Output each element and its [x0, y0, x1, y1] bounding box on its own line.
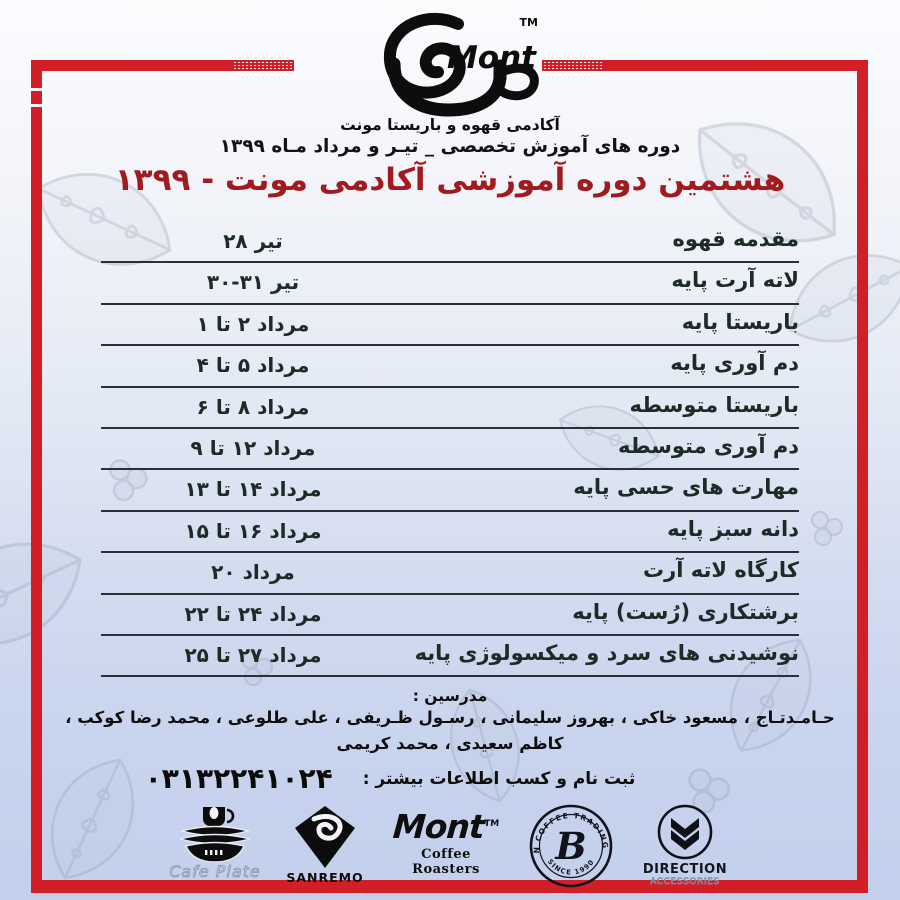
table-row: کارگاه لاته آرت ۲۰ مرداد	[101, 553, 799, 595]
sanremo-diamond-icon	[295, 806, 355, 868]
sanremo-subtitle: COFFEE MACHINES	[291, 887, 359, 893]
course-name: دم آوری متوسطه	[618, 433, 799, 458]
course-schedule-table: مقدمه قهوه ۲۸ تیر لاته آرت پایه ۳۰-۳۱ تیر …	[101, 222, 799, 678]
frame-notch	[31, 88, 42, 91]
mont-tm-mark: TM	[483, 819, 500, 829]
course-date: ۳۰-۳۱ تیر	[206, 270, 300, 295]
course-name: مقدمه قهوه	[672, 227, 799, 251]
instructors-heading: مدرسین :	[412, 687, 488, 705]
academy-name: آکادمی قهوه و باریستا مونت	[340, 116, 560, 134]
table-row: دانه سبز پایه ۱۵ تا ۱۶ مرداد	[101, 512, 799, 554]
course-name: باریستا متوسطه	[629, 392, 799, 417]
bon-coffee-stamp-logo: BON COFFEE TRADING CO • SINCE 1990 • B	[529, 804, 613, 888]
course-date: ۴ تا ۵ مرداد	[196, 353, 310, 378]
course-name: کارگاه لاته آرت	[643, 558, 799, 583]
cafe-plate-caption: Cafe Plate	[169, 862, 261, 881]
course-date: ۲۲ تا ۲۴ مرداد	[184, 601, 322, 626]
instructors-line-1: حـامـدتـاج ، مسعود خاکی ، بهروز سلیمانی …	[65, 708, 835, 727]
poster-title: هشتمین دوره آموزشی آکادمی مونت - ۱۳۹۹	[114, 162, 786, 198]
frame-right-bar	[857, 60, 868, 893]
mont-roasters-wordmark: MontTM	[391, 807, 500, 846]
course-name: لاته آرت پایه	[671, 268, 799, 293]
bon-stamp-icon	[529, 804, 613, 888]
course-name: نوشیدنی های سرد و میکسولوژی پایه	[414, 640, 799, 665]
table-row: باریستا پایه ۱ تا ۲ مرداد	[101, 305, 799, 347]
sponsor-logos-row: Cafe Plate SANREMO COFFEE MACHINES MontT…	[0, 804, 900, 896]
instructors-line-2: کاظم سعیدی ، محمد کریمی	[336, 734, 564, 753]
frame-top-right-bar	[604, 60, 868, 71]
course-date: ۱۳ تا ۱۴ مرداد	[184, 477, 322, 502]
bon-letter: B	[554, 824, 586, 868]
poster-subtitle: دوره های آموزش تخصصی _ تیـر و مرداد مـاه…	[219, 136, 681, 157]
table-row: نوشیدنی های سرد و میکسولوژی پایه ۲۵ تا ۲۷ م…	[101, 636, 799, 678]
table-row: دم آوری متوسطه ۹ تا ۱۲ مرداد	[101, 429, 799, 471]
course-name: دانه سبز پایه	[667, 516, 799, 541]
course-date: ۱۵ تا ۱۶ مرداد	[184, 518, 322, 543]
logo-tm-mark: TM	[520, 16, 538, 29]
sanremo-name: SANREMO	[287, 870, 363, 885]
course-name: برشتکاری (رُست) پایه	[572, 599, 799, 624]
direction-accessories-logo: DIRECTION ACCESSORIES	[643, 804, 727, 887]
course-date: ۹ تا ۱۲ مرداد	[190, 435, 316, 460]
mont-roasters-logo: MontTM Coffee Roasters	[387, 804, 505, 877]
coffee-cup-swirl-icon	[383, 12, 539, 117]
frame-top-grunge-right	[542, 60, 604, 71]
mont-roasters-subtitle: Coffee Roasters	[412, 847, 480, 877]
course-date: ۲۵ تا ۲۷ مرداد	[184, 642, 322, 667]
registration-row: ثبت نام و کسب اطلاعات بیشتر : ۰۳۱۳۲۲۴۱۰۲…	[0, 762, 780, 795]
course-name: باریستا پایه	[681, 309, 799, 334]
double-chevron-down-icon	[657, 804, 713, 860]
phone-number: ۰۳۱۳۲۲۴۱۰۲۴	[144, 762, 333, 795]
course-date: ۱ تا ۲ مرداد	[196, 311, 310, 336]
direction-name: DIRECTION	[643, 862, 727, 877]
frame-left-bar	[31, 60, 42, 893]
direction-subtitle: ACCESSORIES	[650, 877, 720, 887]
table-row: برشتکاری (رُست) پایه ۲۲ تا ۲۴ مرداد	[101, 595, 799, 636]
sanremo-logo: SANREMO COFFEE MACHINES	[287, 806, 363, 893]
course-date: ۶ تا ۸ مرداد	[196, 394, 310, 419]
course-date: ۲۰ مرداد	[211, 560, 295, 585]
logo-wordmark: Mont	[447, 40, 537, 76]
course-date: ۲۸ تیر	[223, 229, 283, 253]
table-row: باریستا متوسطه ۶ تا ۸ مرداد	[101, 388, 799, 429]
table-row: مهارت های حسی پایه ۱۳ تا ۱۴ مرداد	[101, 470, 799, 512]
table-row: لاته آرت پایه ۳۰-۳۱ تیر	[101, 263, 799, 305]
course-name: مهارت های حسی پایه	[573, 475, 799, 500]
cafe-plate-logo: Cafe Plate	[169, 807, 261, 881]
registration-label: ثبت نام و کسب اطلاعات بیشتر :	[362, 768, 636, 789]
frame-top-grunge-left	[232, 60, 294, 71]
table-row: مقدمه قهوه ۲۸ تیر	[101, 222, 799, 264]
table-row: دم آوری پایه ۴ تا ۵ مرداد	[101, 346, 799, 388]
frame-top-left-bar	[31, 60, 232, 71]
mont-academy-logo: TM Mont	[383, 12, 539, 117]
frame-bottom-bar	[31, 880, 868, 893]
frame-notch	[31, 104, 42, 107]
cup-on-plates-icon	[179, 807, 251, 863]
course-name: دم آوری پایه	[670, 351, 799, 376]
